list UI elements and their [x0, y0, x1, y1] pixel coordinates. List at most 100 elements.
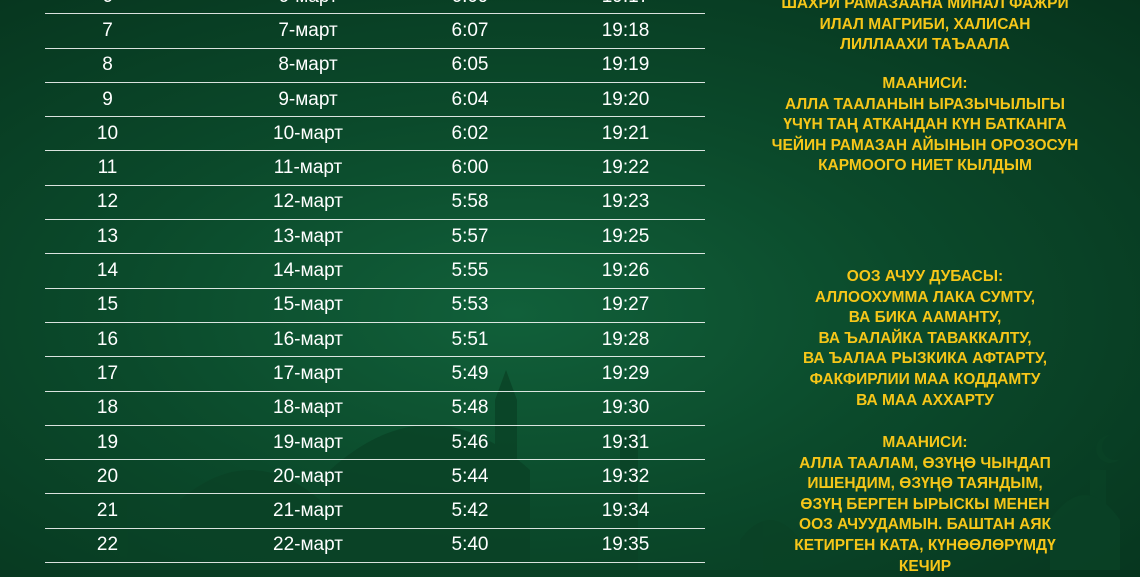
text-section: ООЗ АЧУУ ДУБАСЫ: АЛЛООХУММА ЛАКА СУМТУ, ВА…: [710, 267, 1140, 411]
iftar-time: 19:27: [546, 287, 705, 323]
suhoor-time: 5:48: [446, 390, 546, 426]
date: 10-март: [170, 116, 446, 152]
iftar-time: 19:35: [546, 527, 705, 564]
suhoor-time: 5:51: [446, 321, 546, 358]
iftar-time: 19:26: [546, 253, 705, 289]
date: 6-март: [170, 0, 446, 15]
date: 11-март: [170, 150, 446, 186]
day-number: 22: [45, 527, 170, 564]
day-number: 6: [45, 0, 170, 15]
text-line: ИШЕНДИМ, ӨЗҮҢӨ ТАЯНДЫМ,: [807, 475, 1043, 493]
table-row: 9 9-март 6:04 19:20: [45, 81, 705, 118]
table-row: 13 13-март 5:57 19:25: [45, 219, 705, 255]
text-line: МААНИСИ:: [882, 434, 968, 451]
text-line: КЕТИРГЕН КАТА, КҮНӨӨЛӨРҮМДҮ: [794, 536, 1056, 554]
suhoor-time: 6:02: [446, 116, 546, 152]
day-number: 9: [45, 81, 170, 118]
text-line: ЧЕЙИН РАМАЗАН АЙЫНЫН ОРОЗОСУН: [771, 136, 1079, 154]
day-number: 8: [45, 47, 170, 83]
table-row: 19 19-март 5:46 19:31: [45, 424, 705, 461]
day-number: 14: [45, 253, 170, 289]
dua-text: ШАХРИ РАМАЗААНА МИНАЛ ФАЖРИ ИЛАЛ МАГРИБИ,…: [710, 0, 1140, 575]
text-line: МААНИСИ:: [882, 75, 968, 92]
text-line: ИЛАЛ МАГРИБИ, ХАЛИСАН: [819, 15, 1031, 33]
date: 19-март: [170, 424, 446, 461]
text-line: ФАКФИРЛИИ МАА КОДДАМТУ: [809, 370, 1041, 388]
suhoor-time: 5:58: [446, 184, 546, 221]
date: 13-март: [170, 219, 446, 255]
table-row: 11 11-март 6:00 19:22: [45, 150, 705, 186]
table-row: 21 21-март 5:42 19:34: [45, 493, 705, 529]
iftar-time: 19:17: [546, 0, 705, 15]
table-row: 16 16-март 5:51 19:28: [45, 321, 705, 358]
text-line: ВА БИКА ААМАНТУ,: [848, 309, 1002, 327]
date: 8-март: [170, 47, 446, 83]
table-row: 17 17-март 5:49 19:29: [45, 356, 705, 392]
date: 17-март: [170, 356, 446, 392]
table-row: 10 10-март 6:02 19:21: [45, 116, 705, 152]
iftar-time: 19:18: [546, 13, 705, 49]
date: 15-март: [170, 287, 446, 323]
day-number: 18: [45, 390, 170, 426]
day-number: 21: [45, 493, 170, 529]
table-row: 12 12-март 5:58 19:23: [45, 184, 705, 221]
text-line: АЛЛА ТААЛАМ, ӨЗҮҢӨ ЧЫНДАП: [799, 454, 1051, 472]
iftar-time: 19:34: [546, 493, 705, 529]
suhoor-time: 5:42: [446, 493, 546, 529]
suhoor-time: 5:53: [446, 287, 546, 323]
text-line: ВА ЪАЛАЙКА ТАВАККАЛТУ,: [818, 329, 1032, 347]
iftar-time: 19:20: [546, 81, 705, 118]
text-line: ООЗ АЧУУ ДУБАСЫ:: [846, 268, 1004, 285]
date: 12-март: [170, 184, 446, 221]
table-row: 15 15-март 5:53 19:27: [45, 287, 705, 323]
suhoor-time: 5:46: [446, 424, 546, 461]
iftar-time: 19:29: [546, 356, 705, 392]
text-line: ЛИЛЛААХИ ТАЪААЛА: [840, 36, 1010, 54]
text-line: ВА МАА АХХАРТУ: [856, 391, 994, 409]
text-section: МААНИСИ: АЛЛА ТААЛАНЫН ЫРАЗЫЧЫЛЫГЫ ҮЧҮН ТА…: [710, 74, 1140, 177]
iftar-time: 19:22: [546, 150, 705, 186]
table-row: 8 8-март 6:05 19:19: [45, 47, 705, 83]
suhoor-time: 6:00: [446, 150, 546, 186]
day-number: 11: [45, 150, 170, 186]
day-number: 7: [45, 13, 170, 49]
table-row: 14 14-март 5:55 19:26: [45, 253, 705, 289]
suhoor-time: 6:05: [446, 47, 546, 83]
suhoor-time: 6:04: [446, 81, 546, 118]
iftar-time: 19:21: [546, 116, 705, 152]
date: 7-март: [170, 13, 446, 49]
iftar-time: 19:30: [546, 390, 705, 426]
iftar-time: 19:19: [546, 47, 705, 83]
iftar-time: 19:31: [546, 424, 705, 461]
suhoor-time: 6:07: [446, 13, 546, 49]
table-row: 18 18-март 5:48 19:30: [45, 390, 705, 426]
text-section: МААНИСИ: АЛЛА ТААЛАМ, ӨЗҮҢӨ ЧЫНДАП ИШЕНДИМ…: [710, 433, 1140, 577]
schedule-table: 66-март6:0919:1777-март6:0719:1888-март6…: [45, 0, 705, 564]
day-number: 16: [45, 321, 170, 358]
text-line: ВА ЪАЛАА РЫЗКИКА АФТАРТУ,: [802, 350, 1048, 368]
iftar-time: 19:25: [546, 219, 705, 255]
text-line: КЕЧИР: [898, 557, 952, 575]
suhoor-time: 5:40: [446, 527, 546, 564]
suhoor-time: 6:09: [446, 0, 546, 15]
date: 18-март: [170, 390, 446, 426]
day-number: 12: [45, 184, 170, 221]
text-section: ШАХРИ РАМАЗААНА МИНАЛ ФАЖРИ ИЛАЛ МАГРИБИ,…: [710, 0, 1140, 56]
table-row: 7 7-март 6:07 19:18: [45, 13, 705, 49]
day-number: 20: [45, 459, 170, 495]
day-number: 17: [45, 356, 170, 392]
text-line: ӨЗҮҢ БЕРГЕН ЫРЫСКЫ МЕНЕН: [800, 495, 1050, 513]
iftar-time: 19:28: [546, 321, 705, 358]
suhoor-time: 5:49: [446, 356, 546, 392]
text-line: КАРМООГО НИЕТ КЫЛДЫМ: [818, 157, 1032, 175]
text-line: АЛЛООХУММА ЛАКА СУМТУ,: [814, 288, 1036, 306]
text-line: ҮЧҮН ТАҢ АТКАНДАН КҮН БАТКАНГА: [783, 116, 1067, 134]
text-line: АЛЛА ТААЛАНЫН ЫРАЗЫЧЫЛЫГЫ: [785, 95, 1065, 113]
iftar-time: 19:32: [546, 459, 705, 495]
day-number: 15: [45, 287, 170, 323]
suhoor-time: 5:57: [446, 219, 546, 255]
table-row: 20 20-март 5:44 19:32: [45, 459, 705, 495]
text-line: ООЗ АЧУУДАМЫН. БАШТАН АЯК: [799, 516, 1051, 534]
